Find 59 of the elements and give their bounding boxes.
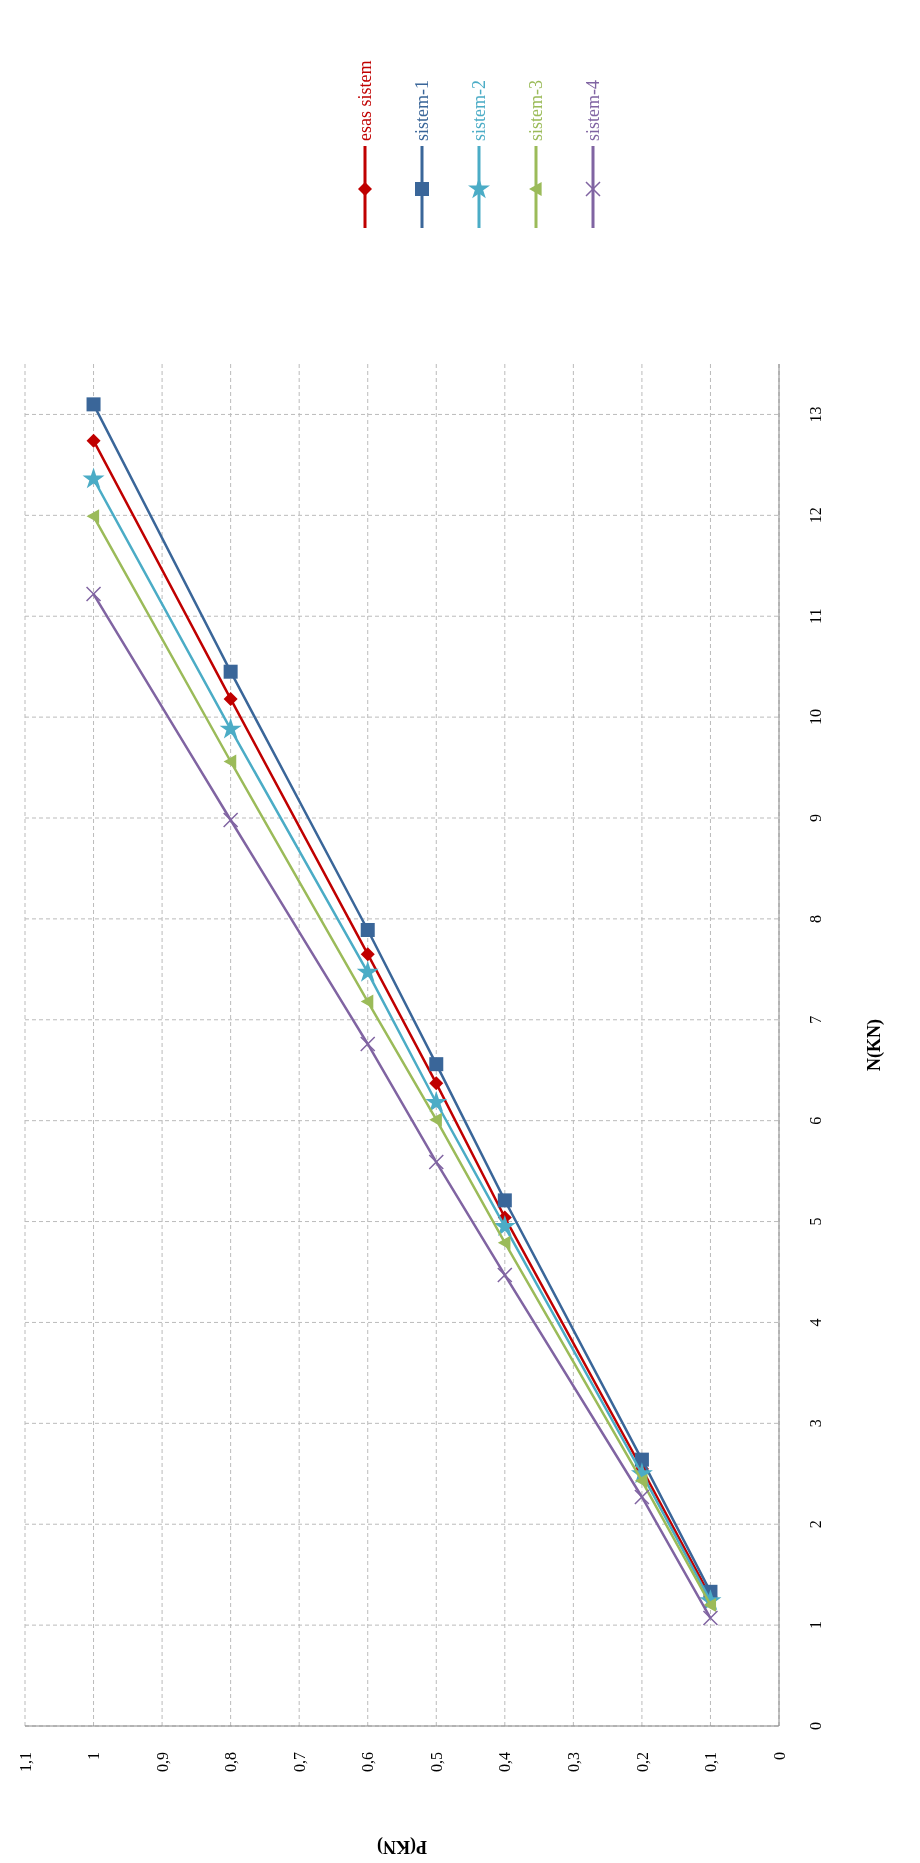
point [429, 1112, 442, 1127]
point [223, 754, 237, 769]
point [219, 717, 242, 739]
y-tick-label: 13 [807, 406, 824, 423]
text: sistem-1 [412, 80, 433, 141]
text: sistem-4 [583, 80, 604, 141]
x-tick-label: 0,3 [564, 1752, 582, 1772]
point [360, 994, 374, 1009]
x-tick-label: 1,1 [16, 1752, 34, 1772]
x-tick-label: 0,9 [153, 1752, 171, 1772]
point [429, 1057, 444, 1072]
y-tick-label: 0 [807, 1722, 824, 1730]
y-tick-label: 9 [807, 814, 824, 822]
point [634, 1489, 650, 1505]
x-tick-label: 0,7 [290, 1752, 308, 1772]
point [425, 1090, 448, 1112]
point [429, 1076, 444, 1091]
y-tick-label: 2 [807, 1520, 824, 1529]
x-tick-label: 1 [85, 1752, 103, 1760]
x-tick-label: 0,4 [496, 1752, 514, 1772]
y-axis-title: N(KN) [864, 1019, 885, 1071]
x-tick-label: 0,1 [702, 1752, 720, 1772]
y-tick-label: 4 [807, 1318, 824, 1327]
point [356, 960, 379, 982]
y-tick-label: 12 [807, 507, 824, 524]
point [702, 1610, 719, 1626]
y-tick-label: 1 [807, 1621, 824, 1630]
text: sistem-3 [526, 80, 547, 141]
point [222, 812, 239, 828]
point [360, 947, 375, 962]
x-tick-label: 0 [770, 1752, 788, 1760]
x-tick-label: 0,6 [359, 1752, 377, 1772]
point [223, 664, 238, 679]
point [497, 1193, 512, 1208]
point [493, 1215, 516, 1236]
point [86, 433, 101, 448]
point [359, 1036, 376, 1052]
y-tick-label: 3 [807, 1419, 824, 1428]
point [428, 1154, 445, 1170]
y-tick-label: 5 [807, 1217, 824, 1226]
y-tick-label: 7 [807, 1015, 824, 1024]
point [223, 691, 238, 706]
x-tick-label: 0,8 [222, 1752, 240, 1772]
point [82, 467, 105, 489]
x-tick-label: 0,5 [427, 1752, 445, 1772]
y-tick-label: 11 [807, 608, 824, 624]
point [86, 509, 100, 524]
y-tick-label: 6 [807, 1116, 824, 1125]
point [497, 1267, 513, 1283]
point [360, 922, 375, 937]
y-tick-label: 8 [807, 914, 824, 923]
text: sistem-2 [469, 80, 490, 141]
point [85, 586, 102, 602]
y-tick-label: 10 [807, 709, 824, 726]
point [497, 1235, 511, 1250]
point [86, 397, 101, 412]
x-axis-title: P(KN) [377, 1836, 427, 1857]
text: esas sistem [355, 60, 376, 141]
x-tick-label: 0,2 [633, 1752, 651, 1772]
